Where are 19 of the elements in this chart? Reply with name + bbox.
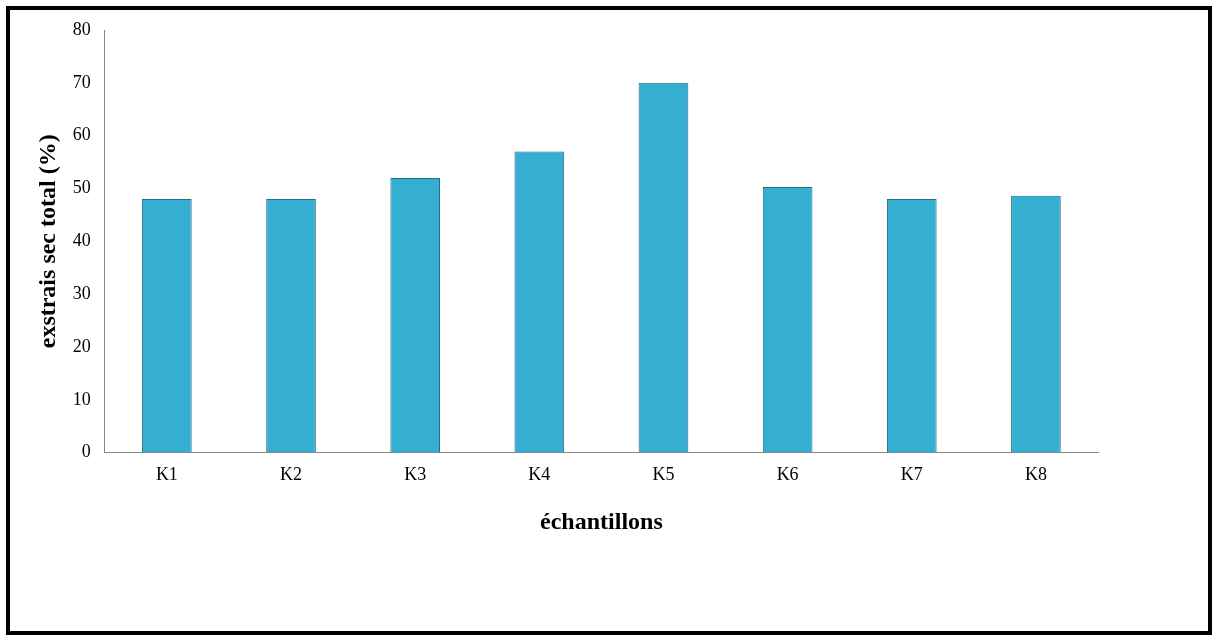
y-tick-label: 0 <box>81 441 91 462</box>
y-tick-label: 60 <box>72 124 91 145</box>
y-axis-title: exstrais sec total (%) <box>33 134 60 349</box>
x-tick-label: K3 <box>404 464 427 485</box>
y-tick-label: 50 <box>72 177 91 198</box>
y-tick-label: 10 <box>72 388 91 409</box>
y-tick-label: 80 <box>72 18 91 39</box>
x-tick-label: K8 <box>1024 464 1047 485</box>
x-tick-label: K6 <box>776 464 799 485</box>
y-tick-label: 20 <box>72 335 91 356</box>
y-tick-label: 70 <box>72 71 91 92</box>
x-tick-label: K5 <box>652 464 675 485</box>
x-tick-label: K4 <box>528 464 551 485</box>
y-tick-label: 30 <box>72 282 91 303</box>
x-tick-label: K7 <box>900 464 923 485</box>
x-axis-title: échantillons <box>540 507 663 534</box>
x-tick-label: K1 <box>155 464 178 485</box>
y-tick-label: 40 <box>72 230 91 251</box>
x-tick-label: K2 <box>280 464 303 485</box>
